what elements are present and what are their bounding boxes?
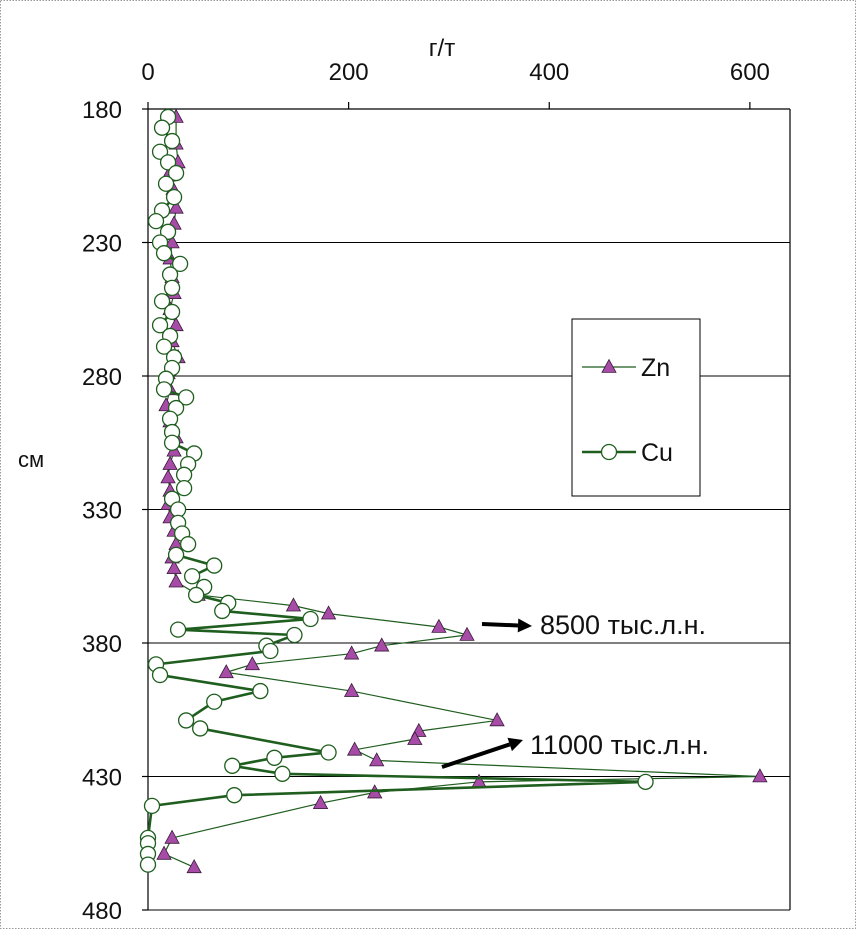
annotation-label: 11000 тыс.л.н. [530,730,709,760]
data-point-cu [302,610,319,628]
x-tick-label: 600 [730,59,770,86]
data-point-zn [218,664,234,679]
annotation-arrow-shaft [481,622,519,628]
data-point-cu [206,557,223,574]
annotation-arrow-head [517,618,532,633]
y-tick-label: 180 [82,97,122,124]
data-point-cu [175,479,193,497]
x-tick-label: 400 [529,59,569,86]
data-point-zn [752,768,768,783]
data-point-zn [343,682,360,697]
data-point-zn [489,712,505,727]
y-tick-label: 280 [82,364,122,391]
data-point-cu [151,666,169,684]
data-point-zn [312,794,329,809]
data-point-zn [166,559,182,575]
data-point-cu [163,303,181,321]
data-point-cu [286,626,303,644]
data-point-cu [226,787,243,804]
data-point-zn [168,573,184,588]
data-point-cu [274,765,291,782]
data-point-cu [320,744,337,761]
data-point-zn [156,845,172,860]
annotation-arrow-head [507,737,523,752]
legend-label-zn: Zn [641,354,670,382]
data-point-cu [155,245,173,262]
data-point-zn [407,730,423,745]
data-point-cu [637,773,654,790]
y-tick-label: 480 [82,898,122,925]
data-point-cu [262,642,279,660]
data-point-cu [183,568,201,585]
x-tick-label: 0 [141,59,154,86]
data-point-zn [168,199,184,214]
y-tick-label: 430 [82,765,122,792]
data-point-cu [163,132,181,150]
data-point-cu [157,175,175,192]
y-tick-label: 230 [82,231,122,258]
data-point-zn [431,618,447,633]
data-point-zn [346,741,363,756]
data-point-cu [187,586,205,604]
data-point-cu [165,188,183,206]
x-tick-label: 200 [329,59,369,86]
data-point-cu [171,255,189,273]
data-point-cu [161,266,179,283]
data-point-cu [177,712,195,729]
data-point-cu [161,410,179,427]
data-point-zn [374,637,390,652]
data-point-zn [162,455,178,470]
legend-label-cu: Cu [641,439,673,467]
data-point-cu [155,338,173,355]
annotation-arrow-shaft [441,742,511,769]
data-point-cu [153,293,171,310]
data-point-cu [151,317,169,334]
annotation-label: 8500 тыс.л.н. [540,610,706,640]
data-point-zn [186,859,202,874]
data-point-cu [153,119,171,136]
data-point-cu [252,682,269,700]
legend-box [571,318,701,497]
data-point-cu [139,856,157,873]
data-point-cu [143,797,161,815]
data-point-zn [459,626,475,641]
data-point-zn [164,234,180,249]
data-point-cu [224,757,241,774]
data-point-zn [160,469,176,484]
y-tick-label: 380 [82,631,122,658]
data-point-cu [147,212,165,230]
data-point-cu [169,621,187,638]
data-point-cu [167,546,185,564]
data-point-zn [164,829,180,844]
data-point-zn [285,597,302,612]
x-axis-title: г/т [429,35,455,62]
data-point-zn [343,645,360,660]
data-point-cu [206,693,223,710]
data-point-zn [320,605,337,620]
y-tick-label: 330 [82,498,122,525]
data-point-cu [177,389,195,406]
legend-marker-cu [600,443,618,461]
data-point-cu [266,749,283,766]
data-point-cu [192,720,209,737]
legend-marker-zn [601,358,617,373]
data-point-cu [163,434,181,451]
data-point-cu [167,164,185,182]
data-point-cu [179,536,197,553]
data-point-cu [163,279,181,297]
data-point-cu [155,381,173,398]
data-point-zn [244,656,260,671]
data-point-zn [369,752,385,767]
data-point-cu [214,602,231,620]
y-axis-title: см [18,447,44,472]
